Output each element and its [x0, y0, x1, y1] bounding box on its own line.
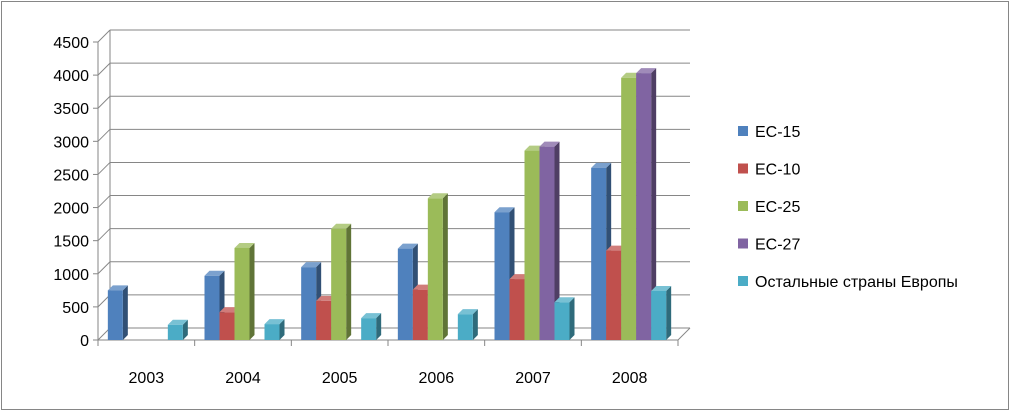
bar [301, 267, 317, 340]
bar-top [167, 319, 188, 325]
bar [264, 324, 280, 340]
gridline-wall [97, 29, 111, 43]
bar [316, 300, 332, 340]
x-tick-label: 2007 [515, 370, 551, 387]
legend-swatch [738, 126, 748, 136]
bar [107, 290, 123, 340]
bar [331, 228, 347, 340]
bar-top [636, 68, 657, 74]
gridline-wall [97, 95, 111, 109]
bar [524, 150, 540, 340]
legend-label: ЕС-10 [755, 162, 800, 179]
bar-top [427, 193, 448, 199]
bar-top [204, 270, 225, 276]
bar [606, 250, 622, 340]
bar-side [279, 319, 285, 340]
legend-swatch [738, 238, 748, 249]
bar-top [397, 243, 418, 249]
y-tick-label: 1500 [53, 234, 89, 251]
bar-top [591, 162, 612, 168]
bar-top [331, 223, 352, 229]
y-tick-label: 4500 [53, 35, 89, 52]
bar [397, 248, 413, 340]
bar-side [376, 313, 382, 340]
bar-side [569, 297, 575, 340]
bar-top [554, 297, 575, 303]
x-tick-label: 2003 [129, 370, 165, 387]
y-tick-label: 0 [80, 333, 89, 350]
bar-side [249, 242, 255, 340]
bar [509, 279, 525, 340]
gridline-wall [97, 128, 111, 142]
legend-label: ЕС-25 [755, 199, 800, 216]
bar [621, 77, 637, 340]
y-tick-label: 3500 [53, 101, 89, 118]
x-tick-label: 2005 [322, 370, 358, 387]
bar-top [264, 319, 285, 325]
bar-side [554, 141, 560, 340]
bar [412, 289, 428, 340]
legend-swatch [738, 276, 748, 286]
bar [554, 302, 570, 340]
y-tick-label: 3000 [53, 134, 89, 151]
x-tick-label: 2008 [612, 370, 648, 387]
bar-side [472, 309, 478, 340]
bar-side [651, 68, 657, 340]
bar [361, 318, 377, 340]
bar [591, 167, 607, 340]
legend-swatch [738, 163, 748, 174]
bar-top [361, 313, 382, 319]
bar [457, 314, 473, 340]
bar-top [234, 242, 255, 248]
floor-edge [677, 327, 691, 341]
bar-top [457, 309, 478, 315]
bar [204, 275, 220, 340]
bar [219, 312, 235, 340]
y-tick-label: 2000 [53, 201, 89, 218]
x-tick-label: 2004 [225, 370, 261, 387]
bar-top [494, 207, 515, 213]
bar-side [666, 285, 672, 340]
gridline-wall [97, 228, 111, 242]
gridline-wall [97, 62, 111, 76]
bar-top [107, 285, 128, 291]
bar-top [539, 141, 560, 147]
y-tick-label: 1000 [53, 267, 89, 284]
bar-top [651, 285, 672, 291]
bar [651, 290, 667, 340]
legend-label: ЕС-15 [755, 124, 800, 141]
bar-side [346, 223, 352, 340]
bar [427, 198, 443, 340]
y-tick-label: 500 [62, 300, 89, 317]
y-tick-label: 2500 [53, 167, 89, 184]
legend-label: Остальные страны Европы [755, 274, 958, 291]
legend-swatch [738, 201, 748, 211]
bar-side [442, 193, 448, 340]
bar [636, 73, 652, 340]
bar [539, 146, 555, 340]
bar [494, 212, 510, 340]
bar [234, 247, 250, 340]
gridline-wall [97, 195, 111, 208]
bar-side [122, 285, 128, 340]
legend-label: ЕС-27 [755, 237, 800, 254]
bar-side [182, 319, 188, 340]
y-tick-label: 4000 [53, 68, 89, 85]
bar [167, 324, 183, 340]
x-tick-label: 2006 [419, 370, 455, 387]
gridline-wall [97, 261, 111, 275]
bar-top [301, 262, 322, 268]
gridline-wall [97, 162, 111, 175]
